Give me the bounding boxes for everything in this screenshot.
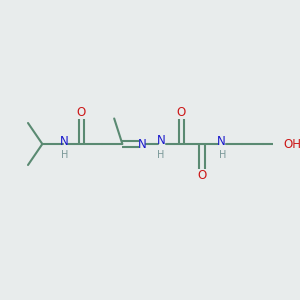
- Text: O: O: [77, 106, 86, 119]
- Text: H: H: [61, 150, 68, 161]
- Text: H: H: [219, 150, 226, 161]
- Text: N: N: [60, 135, 69, 148]
- Text: O: O: [177, 106, 186, 119]
- Text: OH: OH: [284, 137, 300, 151]
- Text: O: O: [197, 169, 206, 182]
- Text: N: N: [157, 134, 166, 147]
- Text: H: H: [157, 150, 164, 161]
- Text: N: N: [217, 135, 226, 148]
- Text: N: N: [138, 137, 146, 151]
